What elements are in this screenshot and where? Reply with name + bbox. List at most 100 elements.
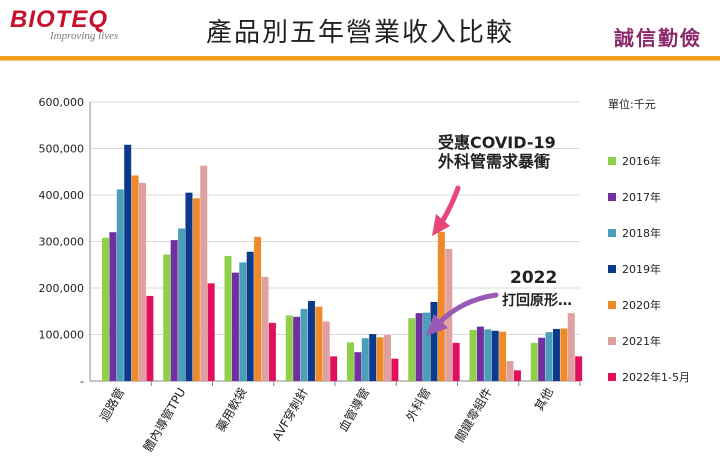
- bar: [476, 326, 484, 381]
- bar: [192, 198, 200, 381]
- bar: [131, 175, 139, 381]
- legend-item: 2020年: [608, 287, 690, 323]
- revert-annotation: 打回原形…: [502, 293, 572, 309]
- covid-annotation-line2: 外科管需求暴衝: [438, 152, 551, 171]
- legend-label: 2019年: [622, 263, 661, 276]
- bar: [437, 231, 445, 381]
- logo-text: BIOTEQ: [10, 6, 109, 33]
- legend-label: 2017年: [622, 191, 661, 204]
- bar: [560, 328, 568, 381]
- legend-label: 2018年: [622, 227, 661, 240]
- bar: [254, 236, 262, 381]
- bar: [300, 308, 308, 381]
- revert-arrow-shaft: [437, 292, 499, 325]
- bar: [207, 283, 215, 381]
- bar: [109, 232, 117, 381]
- bar: [491, 330, 499, 381]
- bar: [285, 315, 293, 381]
- legend-swatch: [608, 157, 616, 165]
- bar: [315, 306, 323, 381]
- title-divider: [0, 56, 720, 60]
- covid-arrow-shaft: [439, 185, 461, 225]
- bar: [124, 144, 132, 381]
- bar: [552, 328, 560, 381]
- bar: [499, 331, 507, 381]
- legend-swatch: [608, 265, 616, 273]
- bar: [231, 272, 239, 381]
- bar: [530, 342, 538, 381]
- legend-item: 2018年: [608, 215, 690, 251]
- annotation-arrows: [426, 185, 499, 336]
- bar: [178, 228, 186, 381]
- bar: [268, 322, 276, 381]
- legend-item: 2022年1-5月: [608, 359, 690, 395]
- title-divider-thin: [0, 60, 720, 61]
- bar: [185, 192, 193, 381]
- bar: [361, 338, 369, 381]
- x-category-label: 外科管: [402, 385, 433, 424]
- bar: [354, 352, 362, 381]
- bar: [408, 318, 416, 381]
- page-title: 產品別五年營業收入比較: [205, 18, 514, 48]
- bar: [139, 182, 146, 381]
- bar: [293, 316, 301, 381]
- bar: [200, 165, 208, 381]
- bar: [322, 321, 330, 381]
- chart-bars: [102, 144, 583, 381]
- y-tick-label: -: [80, 375, 84, 388]
- bar: [452, 342, 460, 381]
- y-axis-ticks: - 100,000 200,000 300,000 400,000 500,000 600,…: [39, 96, 85, 388]
- bar: [423, 312, 431, 381]
- bar: [116, 189, 124, 381]
- bar: [484, 329, 492, 381]
- legend-item: 2021年: [608, 323, 690, 359]
- bar: [224, 255, 232, 381]
- bar: [391, 358, 399, 381]
- bar: [575, 356, 583, 381]
- bar: [146, 295, 154, 381]
- y-tick-label: 100,000: [39, 329, 85, 342]
- logo-tagline: Improving lives: [50, 30, 119, 42]
- legend-swatch: [608, 229, 616, 237]
- bar: [513, 370, 521, 381]
- bar: [369, 334, 377, 381]
- bar: [376, 337, 384, 381]
- legend-swatch: [608, 337, 616, 345]
- legend-label: 2021年: [622, 335, 661, 348]
- bar: [506, 361, 514, 381]
- legend-swatch: [608, 301, 616, 309]
- bar: [538, 337, 546, 381]
- covid-annotation: 受惠COVID-19 外科管需求暴衝: [438, 133, 556, 171]
- y-tick-label: 400,000: [39, 189, 85, 202]
- bar: [102, 237, 109, 381]
- x-category-label: 關鍵零組件: [452, 385, 495, 444]
- company-logo: BIOTEQ Improving lives: [10, 6, 118, 42]
- y-tick-label: 200,000: [39, 282, 85, 295]
- bar: [545, 332, 553, 381]
- bar: [347, 342, 354, 381]
- bar: [170, 240, 178, 381]
- x-category-label: AVF穿刺針: [269, 385, 311, 443]
- bar: [415, 313, 423, 381]
- bar: [430, 301, 438, 381]
- bar: [567, 313, 575, 381]
- legend-item: 2019年: [608, 251, 690, 287]
- bar: [469, 329, 477, 381]
- legend-label: 2016年: [622, 155, 661, 168]
- covid-annotation-line1: 受惠COVID-19: [438, 133, 556, 152]
- bar: [239, 262, 247, 381]
- x-category-label: 體內導管TPU: [140, 385, 189, 454]
- covid-arrow-head: [432, 214, 450, 236]
- revert-arrow-head: [426, 314, 448, 336]
- legend-swatch: [608, 373, 616, 381]
- unit-label: 單位:千元: [608, 98, 656, 111]
- x-category-label: 藥用軟袋: [213, 385, 250, 434]
- bar: [261, 276, 269, 381]
- legend-label: 2020年: [622, 299, 661, 312]
- bar: [307, 301, 315, 381]
- y-tick-label: 300,000: [39, 236, 85, 249]
- bar: [384, 334, 391, 381]
- y-tick-label: 500,000: [39, 143, 85, 156]
- bar: [163, 254, 171, 381]
